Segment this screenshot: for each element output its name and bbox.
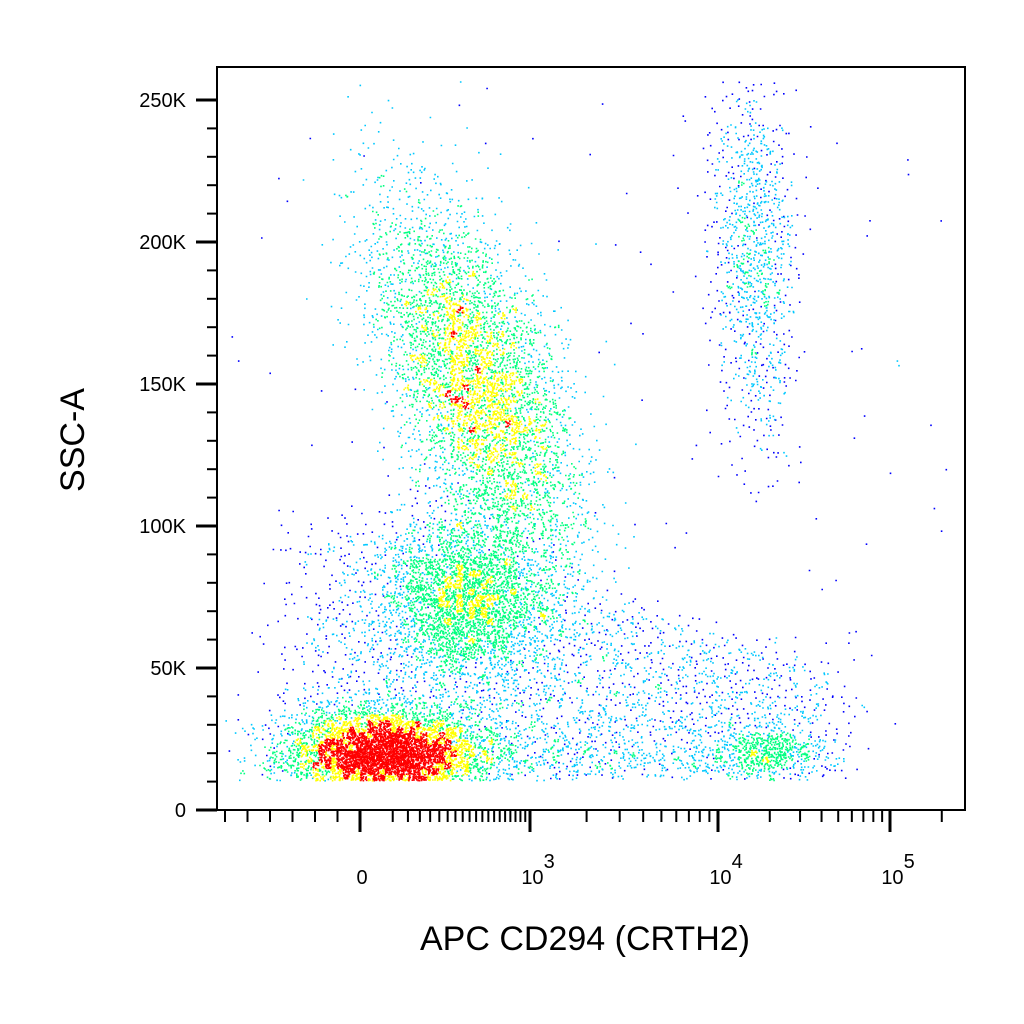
x-tick-label: 103 <box>521 851 554 889</box>
y-tick-label: 150K <box>139 374 186 396</box>
x-tick-label: 104 <box>709 851 742 889</box>
y-tick-label: 250K <box>139 90 186 112</box>
y-axis: 0 50K 100K 150K 200K 250K <box>139 90 217 822</box>
plot-frame <box>216 66 966 811</box>
y-tick-label: 100K <box>139 516 186 538</box>
event-dot-layer <box>294 270 770 782</box>
event-dots <box>225 81 948 782</box>
x-tick-label: 105 <box>881 851 914 889</box>
x-axis-title: APC CD294 (CRTH2) <box>420 920 750 958</box>
y-tick-label: 0 <box>175 800 186 822</box>
y-tick-label: 50K <box>150 658 186 680</box>
y-axis-title: SSC-A <box>54 388 92 492</box>
event-dot-layer <box>228 81 948 780</box>
y-tick-label: 200K <box>139 232 186 254</box>
x-tick-label: 0 <box>356 867 367 889</box>
x-axis: 0 103 104 105 <box>224 810 943 889</box>
